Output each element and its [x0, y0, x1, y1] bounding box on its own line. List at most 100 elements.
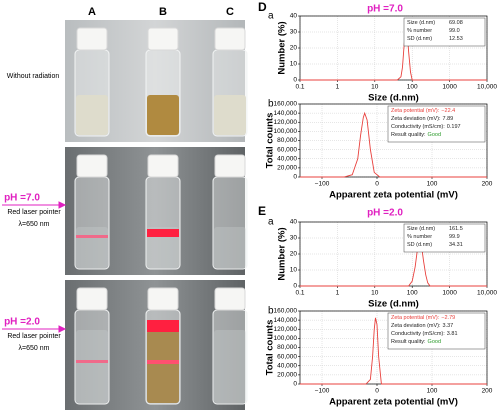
vial-cap — [76, 154, 108, 178]
vial-cap — [214, 27, 246, 51]
y-tick-label: 60,000 — [277, 353, 297, 360]
info-value: 3.81 — [447, 331, 458, 337]
vial-cap — [214, 287, 246, 311]
x-tick-label: 1000 — [442, 84, 457, 91]
vial-cap — [76, 27, 108, 51]
vial-liquid — [147, 330, 179, 403]
y-tick-label: 80,000 — [277, 344, 297, 351]
info-label: Conductivity (mS/cm): — [391, 331, 445, 337]
y-tick-label: 30 — [290, 235, 298, 242]
x-axis-label: Apparent zeta potential (mV) — [329, 397, 458, 408]
info-value: Good — [428, 132, 441, 138]
y-tick-label: 20 — [290, 45, 298, 52]
info-box — [387, 105, 486, 143]
y-tick-label: 140,000 — [274, 317, 298, 324]
info-label: Result quality: — [391, 339, 426, 345]
vial-liquid — [76, 330, 108, 403]
x-tick-label: −100 — [315, 388, 330, 395]
x-tick-label: 1000 — [442, 290, 457, 297]
row-label: Without radiation — [7, 73, 60, 80]
y-tick-label: 160,000 — [274, 308, 298, 315]
laser-beam — [76, 360, 108, 363]
x-tick-label: 100 — [427, 181, 438, 188]
y-tick-label: 10 — [290, 61, 298, 68]
data-line — [300, 111, 487, 178]
info-value: 99.0 — [449, 28, 460, 34]
column-label: B — [159, 6, 167, 18]
y-tick-label: 140,000 — [274, 110, 298, 117]
info-value: Good — [428, 339, 441, 345]
y-axis-label: Total counts — [265, 113, 276, 169]
laser-beam — [147, 229, 179, 237]
x-tick-label: 10 — [371, 84, 379, 91]
vial-liquid — [214, 95, 246, 135]
info-value: 69.08 — [449, 20, 463, 26]
x-tick-label: 1 — [336, 84, 340, 91]
y-tick-label: 40,000 — [277, 362, 297, 369]
info-value: −22.4 — [441, 108, 455, 114]
x-axis-label: Size (d.nm) — [368, 299, 419, 310]
y-tick-label: 0 — [293, 283, 297, 290]
x-tick-label: 10,000 — [477, 84, 497, 91]
y-tick-label: 0 — [293, 381, 297, 388]
x-tick-label: 100 — [407, 290, 418, 297]
data-line — [300, 317, 487, 385]
column-label: A — [88, 6, 96, 18]
y-tick-label: 120,000 — [274, 119, 298, 126]
y-axis-label: Number (%) — [277, 21, 288, 74]
info-value: 0.197 — [447, 124, 461, 130]
y-tick-label: 20,000 — [277, 372, 297, 379]
x-tick-label: 100 — [427, 388, 438, 395]
vial-liquid — [76, 95, 108, 135]
y-tick-label: 80,000 — [277, 137, 297, 144]
info-label: Conductivity (mS/cm): — [391, 124, 445, 130]
vial-cap — [147, 27, 179, 51]
vials — [74, 27, 248, 405]
group-title: pH =2.0 — [367, 208, 403, 219]
row-label: λ=650 nm — [19, 221, 50, 228]
info-value: −2.79 — [441, 315, 455, 321]
y-tick-label: 0 — [293, 77, 297, 84]
x-tick-label: 100 — [407, 84, 418, 91]
panel-label: b — [268, 99, 274, 110]
info-label: Zeta potential (mV): — [391, 108, 440, 114]
vial-liquid — [214, 227, 246, 268]
x-tick-label: −100 — [315, 181, 330, 188]
x-tick-label: 0 — [375, 388, 379, 395]
panel-label: b — [268, 306, 274, 317]
laser-beam — [147, 320, 179, 332]
vial-cap — [147, 287, 179, 311]
info-box — [387, 312, 486, 350]
y-tick-label: 0 — [293, 174, 297, 181]
vial-liquid — [147, 95, 179, 135]
info-label: SD (d.nm) — [407, 242, 432, 248]
y-tick-label: 60,000 — [277, 146, 297, 153]
y-tick-label: 120,000 — [274, 326, 298, 333]
x-tick-label: 0.1 — [295, 290, 304, 297]
info-label: Zeta deviation (mV): — [391, 116, 441, 122]
row-label: λ=650 nm — [19, 345, 50, 352]
y-tick-label: 10 — [290, 267, 298, 274]
y-tick-label: 20 — [290, 251, 298, 258]
x-tick-label: 200 — [482, 181, 493, 188]
info-box — [403, 223, 486, 253]
y-axis-label: Total counts — [265, 320, 276, 376]
laser-beam — [76, 235, 108, 238]
info-value: 34.31 — [449, 242, 463, 248]
x-axis-label: Apparent zeta potential (mV) — [329, 190, 458, 201]
x-tick-label: 200 — [482, 388, 493, 395]
vial-cap — [147, 154, 179, 178]
info-label: % number — [407, 234, 432, 240]
group-title: pH =7.0 — [367, 4, 403, 15]
y-tick-label: 160,000 — [274, 101, 298, 108]
panel-label: a — [268, 11, 274, 22]
ph-label: pH =2.0 — [4, 317, 40, 328]
y-tick-label: 100,000 — [274, 335, 298, 342]
y-axis-label: Number (%) — [277, 227, 288, 280]
vial-liquid — [76, 227, 108, 268]
info-box — [403, 17, 486, 47]
x-tick-label: 10 — [371, 290, 379, 297]
y-tick-label: 100,000 — [274, 128, 298, 135]
